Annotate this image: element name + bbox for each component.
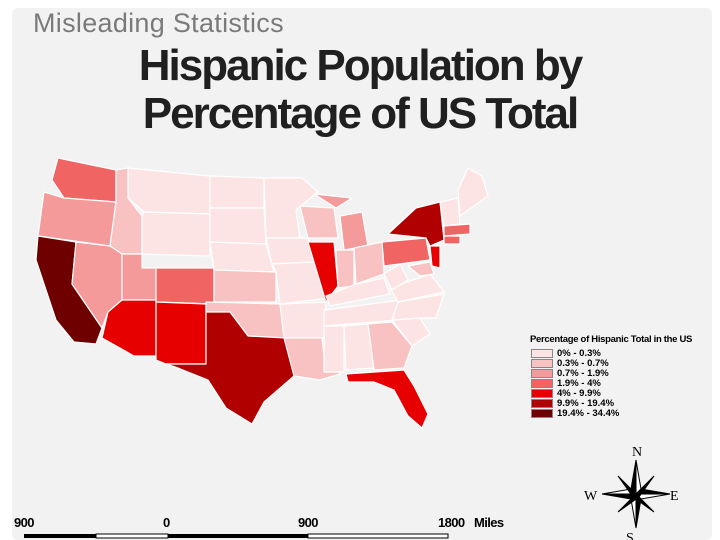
slide-header: Misleading Statistics — [33, 8, 284, 38]
state-north-carolina — [391, 293, 445, 321]
state-wyoming — [141, 211, 211, 257]
scale-label: 0 — [163, 515, 170, 530]
legend-swatch — [531, 398, 553, 408]
state-texas — [165, 311, 295, 425]
title-line-1: Hispanic Population by — [138, 41, 584, 90]
scale-label: Miles — [474, 515, 504, 530]
map-legend: Percentage of Hispanic Total in the US 0… — [530, 334, 693, 419]
state-new-mexico — [155, 301, 207, 365]
state-utah — [121, 253, 157, 301]
state-north-dakota — [209, 175, 265, 209]
state-michigan-upper — [313, 193, 353, 209]
state-new-jersey — [429, 245, 441, 269]
legend-swatch — [531, 368, 553, 378]
legend-swatch — [531, 388, 553, 398]
compass-w: W — [584, 489, 598, 504]
state-iowa — [265, 237, 315, 265]
scale-label: 1800 — [438, 515, 465, 530]
legend-item: 4% - 9.9% — [531, 387, 692, 399]
legend-item: 1.9% - 4% — [531, 377, 692, 389]
state-wisconsin — [299, 205, 339, 239]
legend-label: 0.7% - 1.9% — [557, 367, 609, 379]
state-maine — [457, 167, 489, 217]
state-mississippi — [323, 325, 345, 373]
state-washington — [51, 157, 117, 203]
state-pennsylvania — [381, 237, 431, 267]
state-west-virginia — [383, 263, 409, 291]
state-colorado — [155, 267, 215, 305]
state-connecticut — [443, 235, 461, 245]
us-map — [35, 157, 489, 429]
slide-title: Hispanic Population by Percentage of US … — [100, 42, 620, 138]
scale-label: 900 — [298, 515, 318, 530]
state-south-dakota — [209, 207, 267, 245]
legend-swatch — [531, 358, 553, 368]
scale-bar: 900 0 900 1800 Miles — [0, 512, 540, 540]
state-missouri — [271, 261, 331, 305]
title-line-2: Percentage of US Total — [142, 89, 579, 138]
compass-e: E — [670, 489, 679, 504]
legend-item: 0.3% - 0.7% — [531, 357, 692, 369]
legend-item: 19.4% - 34.4% — [531, 407, 692, 419]
legend-title: Percentage of Hispanic Total in the US — [530, 334, 693, 345]
state-kentucky — [325, 277, 391, 307]
state-maryland — [407, 261, 435, 277]
compass-rose-icon: N W E S — [584, 445, 679, 540]
state-massachusetts — [443, 223, 471, 237]
legend-swatch — [531, 408, 553, 418]
state-vermont-new-hampshire — [439, 197, 461, 227]
state-ohio — [353, 241, 385, 285]
state-arkansas — [279, 301, 327, 339]
state-indiana — [335, 249, 355, 289]
legend-label: 1.9% - 4% — [557, 377, 601, 389]
state-kansas — [213, 269, 277, 303]
state-michigan — [339, 211, 369, 251]
state-georgia — [367, 321, 413, 371]
state-montana — [127, 167, 211, 215]
state-nebraska — [209, 241, 275, 273]
legend-item: 0.7% - 1.9% — [531, 367, 692, 379]
scale-label: 900 — [14, 515, 34, 530]
scale-bar-ruler — [24, 533, 449, 539]
legend-item: 9.9% - 19.4% — [531, 397, 692, 409]
state-florida — [345, 369, 429, 429]
legend-label: 0.3% - 0.7% — [557, 357, 609, 369]
legend-item: 0% - 0.3% — [531, 347, 692, 359]
legend-label: 9.9% - 19.4% — [557, 397, 615, 409]
compass-n: N — [632, 445, 642, 460]
legend-label: 19.4% - 34.4% — [557, 407, 620, 419]
state-virginia — [389, 273, 445, 303]
legend-label: 4% - 9.9% — [557, 387, 601, 399]
legend-swatch — [531, 348, 553, 358]
legend-label: 0% - 0.3% — [557, 347, 601, 359]
legend-swatch — [531, 378, 553, 388]
compass-s: S — [626, 531, 634, 540]
